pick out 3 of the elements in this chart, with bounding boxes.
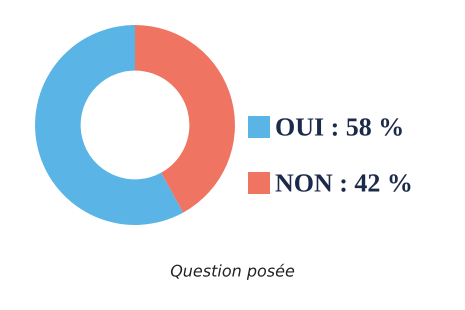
text: Question posée xyxy=(170,262,295,280)
legend-label: NON : 42 % xyxy=(275,168,413,198)
legend-label: OUI : 58 % xyxy=(275,112,404,142)
